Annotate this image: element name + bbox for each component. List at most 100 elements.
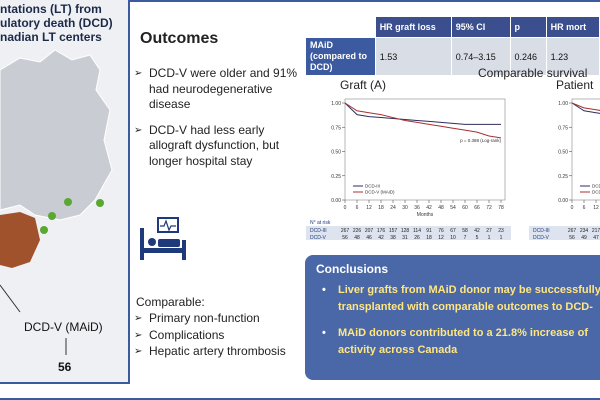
at-risk-count: 226	[353, 228, 362, 234]
x-tick-label: 6	[583, 205, 586, 211]
at-risk-row-label: DCD-V	[533, 235, 549, 241]
legend-label: DCD-III	[592, 184, 600, 189]
at-risk-count: 267	[341, 228, 350, 234]
survival-line	[571, 102, 600, 114]
y-tick-label: 0.25	[331, 174, 341, 180]
at-risk-count: 58	[462, 228, 468, 234]
title-line: nadian LT centers	[0, 30, 102, 44]
y-tick-label: 0.25	[558, 174, 568, 180]
bullet: Liver grafts from MAiD donor may be succ…	[322, 282, 600, 316]
x-tick-label: 18	[378, 205, 384, 211]
at-risk-count: 176	[377, 228, 386, 234]
x-tick-label: 54	[450, 205, 456, 211]
at-risk-count: 56	[342, 235, 348, 241]
survival-line	[344, 102, 502, 139]
group-count: 56	[58, 360, 72, 374]
hr-table: HR graft loss 95% CI p HR mort MAiD (compare…	[305, 16, 600, 76]
table-cell: 1.23	[545, 37, 600, 76]
x-tick-label: 24	[390, 205, 396, 211]
survival-line	[344, 102, 501, 125]
x-tick-label: 36	[414, 205, 420, 211]
chart-title: Graft (A)	[340, 78, 386, 92]
annotation: p = 0.388 (Log-rank)	[460, 138, 501, 143]
at-risk-count: 91	[426, 228, 432, 234]
at-risk-count: 114	[413, 228, 421, 234]
at-risk-count: 267	[568, 228, 577, 234]
legend-label: DCD-V (MAiD)	[365, 190, 395, 195]
conclusions-list: Liver grafts from MAiD donor may be succ…	[322, 282, 600, 368]
at-risk-count: 10	[450, 235, 456, 241]
at-risk-count: 128	[401, 228, 410, 234]
at-risk-count: 49	[581, 235, 587, 241]
at-risk-title: N° at risk	[310, 220, 331, 226]
header-cell: 95% CI	[450, 16, 511, 38]
title-line: ulatory death (DCD)	[0, 16, 113, 30]
y-tick-label: 0.50	[331, 150, 341, 156]
plot-frame	[344, 98, 506, 201]
at-risk-count: 18	[426, 235, 432, 241]
outcomes-title: Outcomes	[140, 30, 219, 47]
at-risk-count: 67	[450, 228, 456, 234]
legend-label: DCD-V (MAiD)	[592, 190, 600, 195]
x-tick-label: 0	[571, 205, 574, 211]
outcome-list: DCD-V were older and 91% had neurodegene…	[134, 66, 300, 179]
at-risk-count: 47	[593, 235, 599, 241]
at-risk-count: 48	[354, 235, 360, 241]
at-risk-count: 23	[498, 228, 504, 234]
at-risk-count: 1	[488, 235, 491, 241]
x-tick-label: 48	[438, 205, 444, 211]
x-tick-label: 42	[426, 205, 432, 211]
at-risk-count: 7	[464, 235, 467, 241]
left-title: ntations (LT) from ulatory death (DCD) nad…	[0, 2, 128, 44]
at-risk-count: 217	[592, 228, 600, 234]
bullet: Primary non-function	[134, 311, 300, 327]
at-risk-count: 42	[378, 235, 384, 241]
conclusions-title: Conclusions	[316, 262, 389, 276]
at-risk-band	[306, 226, 511, 240]
y-tick-label: 1.00	[558, 101, 568, 107]
at-risk-count: 56	[569, 235, 575, 241]
header-cell: p	[509, 16, 547, 38]
at-risk-count: 27	[486, 228, 492, 234]
survival-line	[571, 102, 600, 111]
map	[0, 49, 113, 221]
chart-title: Patient	[556, 78, 594, 92]
group-label: DCD-V (MAiD)	[24, 320, 103, 334]
header-row: HR graft loss 95% CI p HR mort	[305, 16, 600, 38]
at-risk-row-label: DCD-III	[310, 228, 327, 234]
table-cell: 0.246	[509, 37, 547, 76]
at-risk-count: 234	[580, 228, 589, 234]
title-line: ntations (LT) from	[0, 2, 102, 16]
at-risk-count: 76	[438, 228, 444, 234]
bullet: DCD-V had less early allograft dysfuncti…	[134, 123, 300, 170]
map-region	[0, 212, 40, 268]
at-risk-count: 207	[365, 228, 374, 234]
header-cell: HR mort	[545, 16, 600, 38]
legend-label: DCD-III	[365, 184, 380, 189]
x-tick-label: 78	[498, 205, 504, 211]
x-tick-label: 66	[474, 205, 480, 211]
x-tick-label: 72	[486, 205, 492, 211]
x-tick-label: 30	[402, 205, 408, 211]
x-tick-label: 6	[356, 205, 359, 211]
at-risk-count: 31	[402, 235, 408, 241]
y-tick-label: 0.50	[558, 150, 568, 156]
y-tick-label: 0.00	[558, 198, 568, 204]
comparable-title: Comparable:	[136, 295, 205, 309]
connector	[0, 284, 21, 313]
table-cell: MAiD (compared to DCD)	[305, 37, 376, 76]
y-tick-label: 1.00	[331, 101, 341, 107]
plot-frame	[571, 98, 600, 201]
x-axis-label: Months	[417, 212, 434, 218]
at-risk-count: 46	[366, 235, 372, 241]
table-cell: 1.53	[374, 37, 452, 76]
at-risk-count: 5	[476, 235, 479, 241]
x-tick-label: 12	[593, 205, 599, 211]
y-tick-label: 0.75	[558, 125, 568, 131]
bullet: DCD-V were older and 91% had neurodegene…	[134, 66, 300, 113]
at-risk-row-label: DCD-V	[310, 235, 326, 241]
bullet: Hepatic artery thrombosis	[134, 344, 300, 360]
